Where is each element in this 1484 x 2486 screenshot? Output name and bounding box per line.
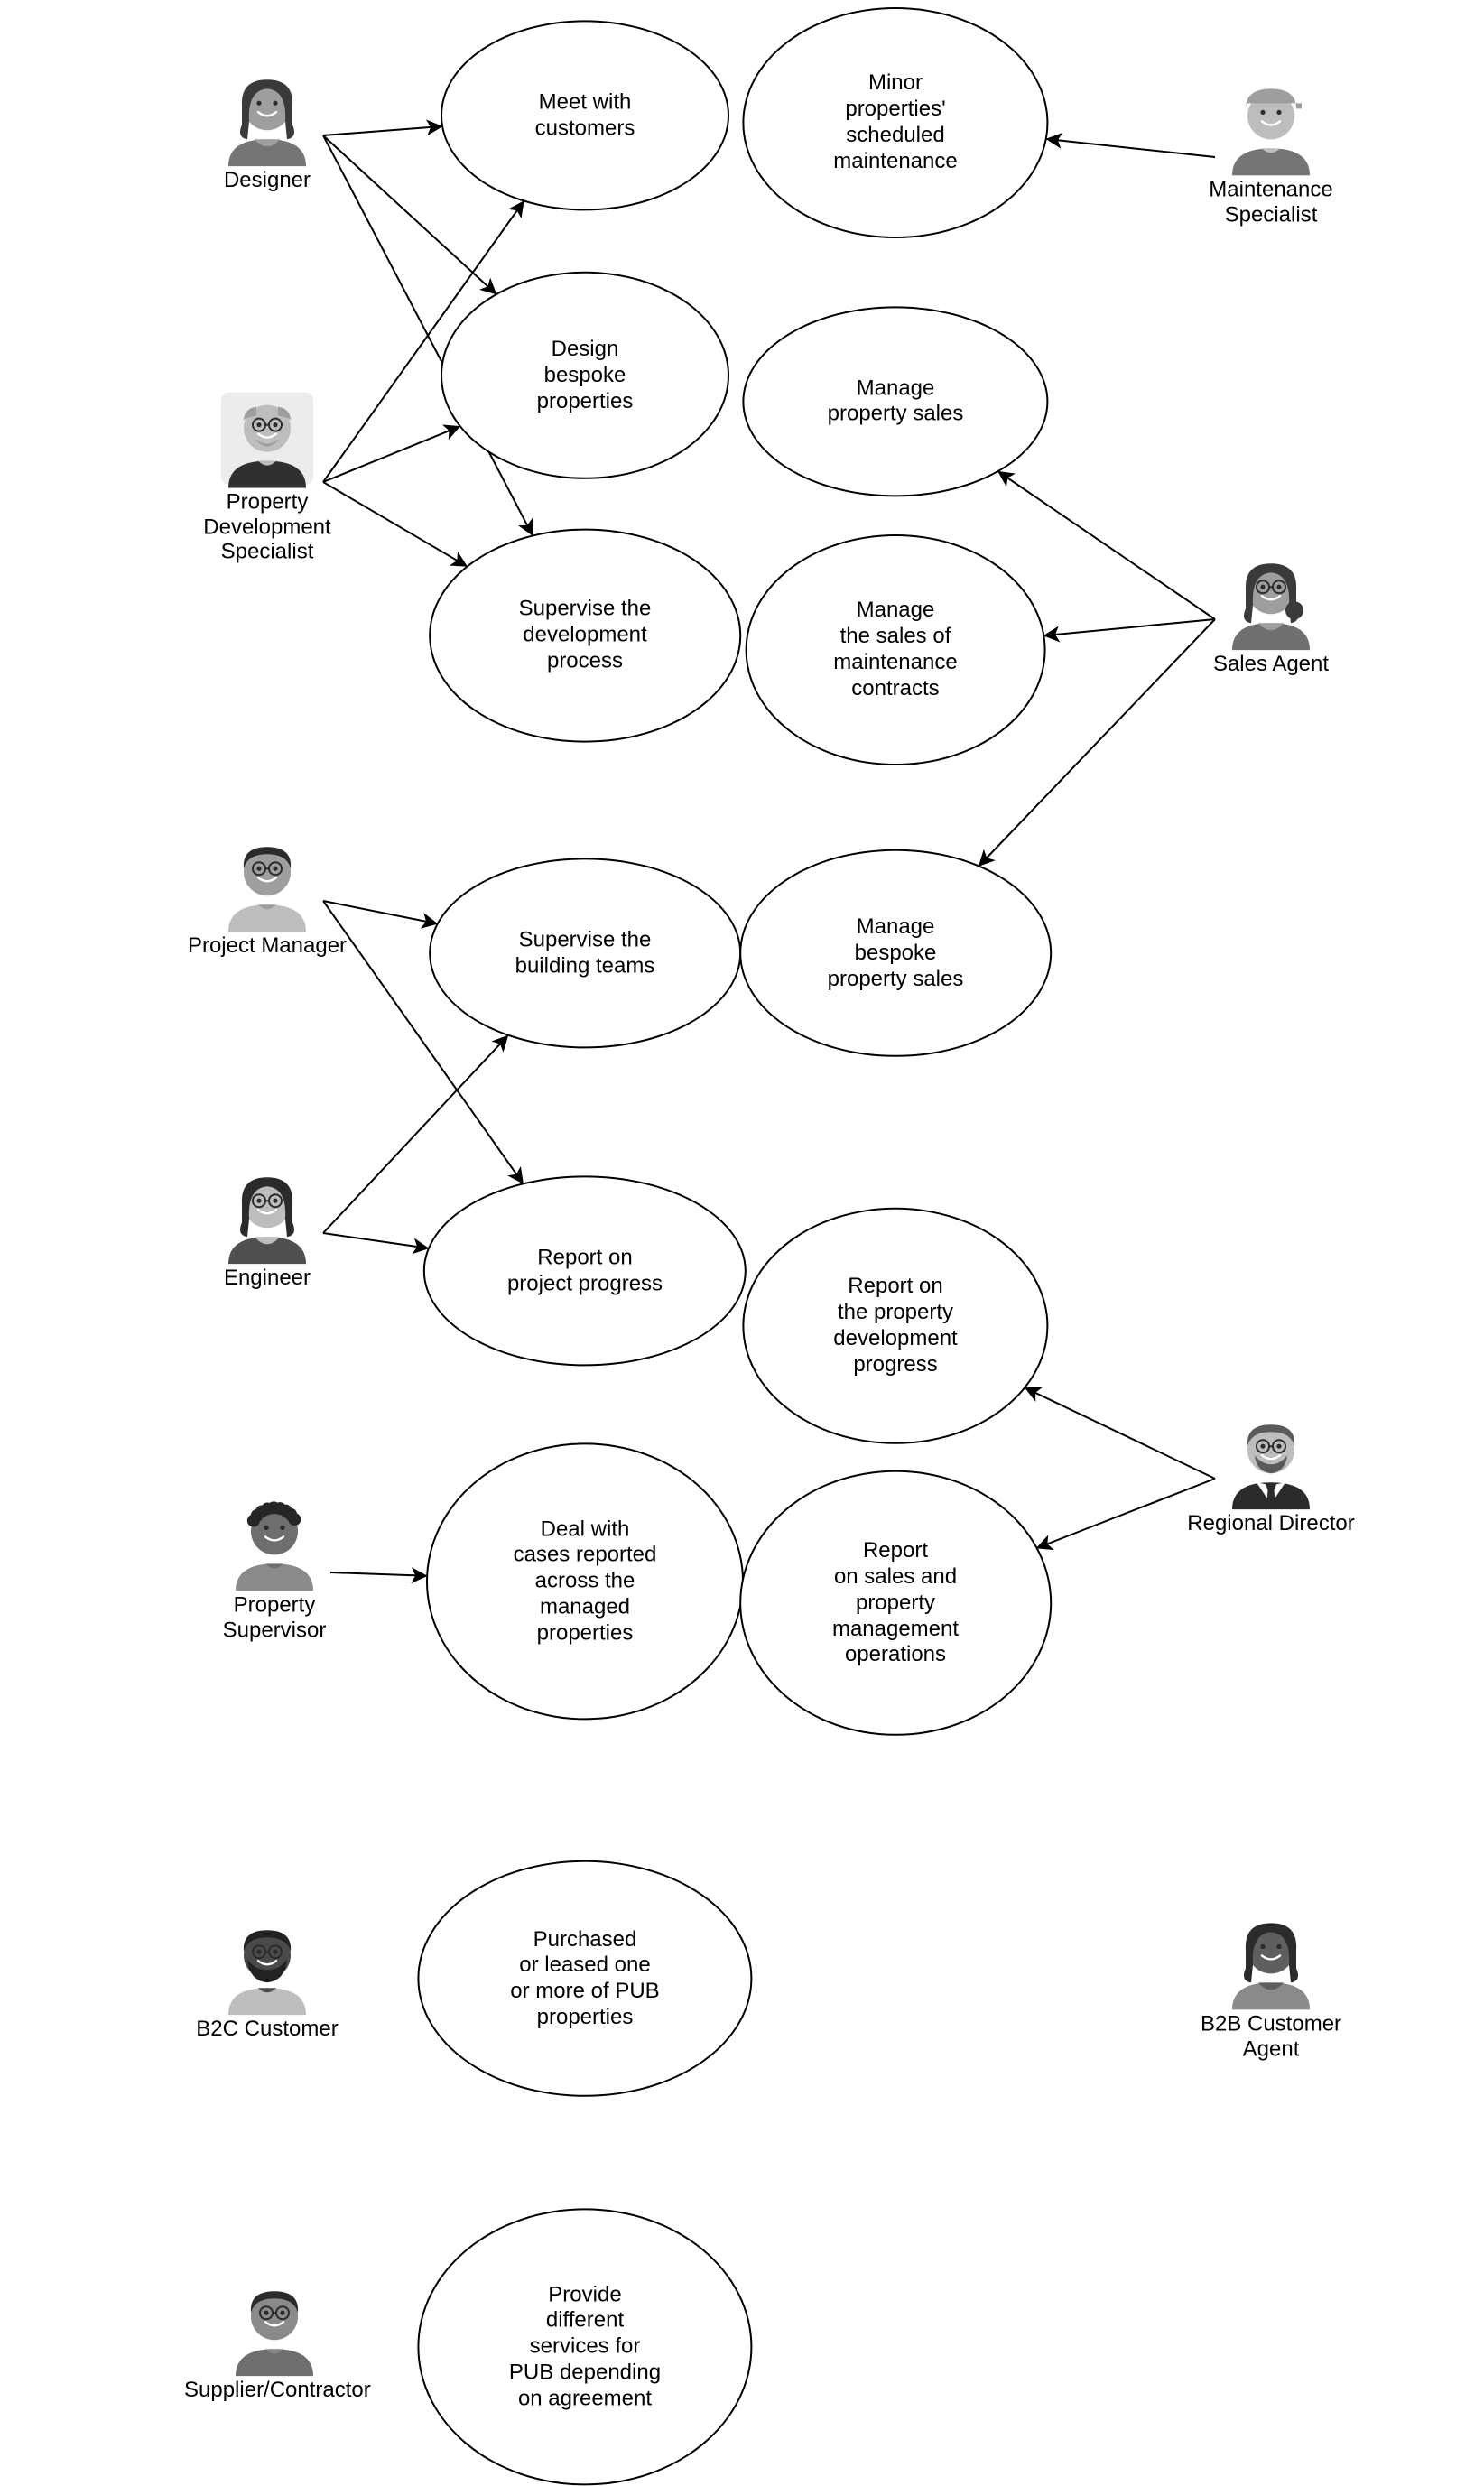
actor-pm: Project Manager (177, 832, 357, 959)
usecase-label: Supervise thebuilding teams (515, 927, 655, 979)
actor-regdir: Regional Director (1181, 1410, 1361, 1536)
actor-maint: MaintenanceSpecialist (1181, 76, 1361, 227)
usecase-mgsales: Manageproperty sales (742, 306, 1048, 496)
actor-label: Sales Agent (1181, 652, 1361, 677)
actor-pds: PropertyDevelopmentSpecialist (177, 389, 357, 565)
usecase-repops: Reporton sales andpropertymanagementoper… (739, 1470, 1052, 1736)
usecase-label: Purchasedor leased oneor more of PUBprop… (510, 1926, 659, 2030)
usecase-label: Providedifferentservices forPUB dependin… (509, 2282, 661, 2412)
actor-b2c: B2C Customer (177, 1916, 357, 2042)
usecase-label: Designbespokeproperties (537, 337, 634, 414)
usecase-label: Minorproperties'scheduledmaintenance (833, 70, 957, 174)
usecase-label: Report onthe propertydevelopmentprogress (833, 1274, 957, 1378)
actor-sales: Sales Agent (1181, 551, 1361, 677)
actor-label: Regional Director (1181, 1511, 1361, 1536)
usecase-label: Reporton sales andpropertymanagementoper… (832, 1538, 959, 1668)
actor-label: Supplier/Contractor (184, 2378, 365, 2403)
usecase-supbuild: Supervise thebuilding teams (429, 858, 741, 1048)
actor-label: B2B CustomerAgent (1181, 2011, 1361, 2061)
diagram-stage: Designer PropertyDevelopmentSpecialist (0, 0, 1484, 1768)
usecase-design: Designbespokeproperties (441, 272, 729, 479)
usecase-cases: Deal withcases reportedacross themanaged… (426, 1442, 744, 1720)
usecase-projprog: Report onproject progress (423, 1175, 747, 1366)
usecase-label: Managethe sales ofmaintenancecontracts (833, 598, 957, 701)
usecase-label: Manageproperty sales (828, 376, 964, 428)
actor-engineer: Engineer (177, 1164, 357, 1291)
usecase-purchased: Purchasedor leased oneor more of PUBprop… (417, 1860, 752, 2097)
usecase-repdev: Report onthe propertydevelopmentprogress (742, 1208, 1048, 1444)
actor-label: PropertyDevelopmentSpecialist (177, 490, 357, 565)
usecase-label: Supervise thedevelopmentprocess (519, 597, 652, 674)
actor-propsup: Property Supervisor (184, 1491, 365, 1642)
actor-supplier: Supplier/Contractor (184, 2277, 365, 2403)
actor-designer: Designer (177, 67, 357, 193)
usecase-mgbespoke: Managebespokeproperty sales (739, 849, 1052, 1057)
actor-label: B2C Customer (177, 2017, 357, 2042)
actor-label: MaintenanceSpecialist (1181, 177, 1361, 227)
actor-b2b: B2B CustomerAgent (1181, 1910, 1361, 2061)
actor-label: Project Manager (177, 933, 357, 959)
usecase-supdev: Supervise thedevelopmentprocess (429, 529, 741, 743)
actor-label: Designer (177, 168, 357, 193)
usecase-label: Report onproject progress (507, 1245, 663, 1297)
usecase-label: Deal withcases reportedacross themanaged… (514, 1517, 657, 1647)
usecase-services: Providedifferentservices forPUB dependin… (417, 2208, 752, 2485)
usecase-meet: Meet withcustomers (441, 20, 729, 210)
usecase-label: Meet withcustomers (535, 89, 635, 142)
actor-label: Engineer (177, 1266, 357, 1291)
actor-label: Property Supervisor (184, 1592, 365, 1642)
usecase-label: Managebespokeproperty sales (828, 914, 964, 992)
usecase-minor: Minorproperties'scheduledmaintenance (742, 7, 1048, 238)
usecase-mgmaint: Managethe sales ofmaintenancecontracts (746, 534, 1046, 765)
